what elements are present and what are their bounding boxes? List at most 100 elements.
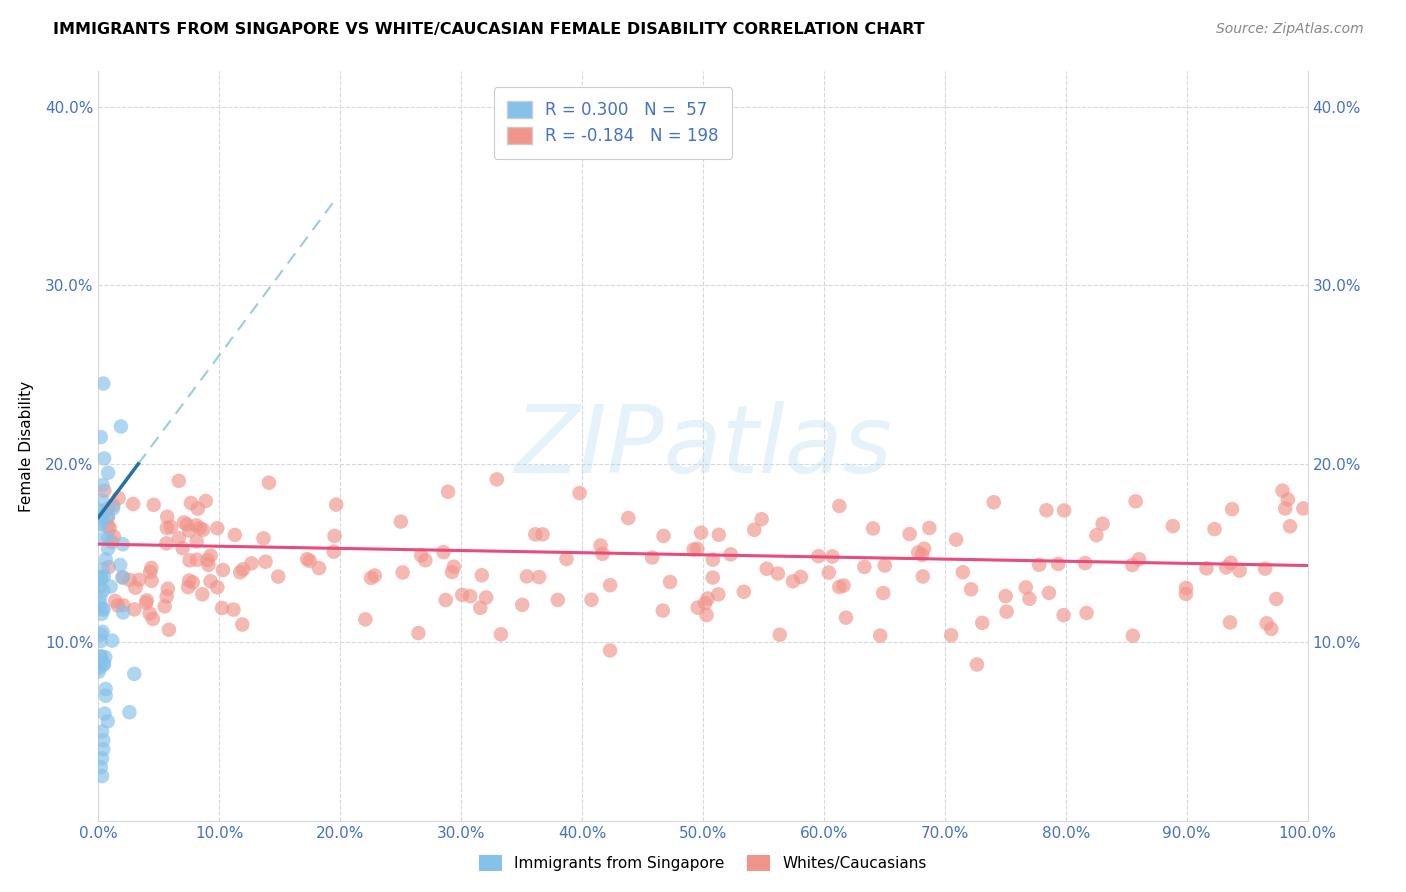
Point <box>160 520 183 534</box>
Point <box>186 534 208 549</box>
Point <box>972 615 994 630</box>
Point <box>141 574 163 588</box>
Point <box>97 510 120 524</box>
Point <box>1076 606 1098 620</box>
Point <box>1256 616 1278 631</box>
Point <box>90 571 112 585</box>
Point <box>103 499 125 513</box>
Text: Source: ZipAtlas.com: Source: ZipAtlas.com <box>1216 22 1364 37</box>
Point <box>652 529 675 543</box>
Point <box>97 519 120 533</box>
Point <box>200 574 222 589</box>
Point <box>1229 564 1251 578</box>
Point <box>695 596 717 610</box>
Point <box>589 539 612 553</box>
Point <box>97 560 120 574</box>
Point <box>91 724 114 739</box>
Point <box>187 501 209 516</box>
Point <box>197 558 219 572</box>
Point <box>89 590 111 604</box>
Point <box>1260 622 1282 636</box>
Point <box>391 566 413 580</box>
Point <box>408 626 430 640</box>
Point <box>207 521 229 535</box>
Point <box>142 498 165 512</box>
Point <box>524 527 547 541</box>
Point <box>323 529 346 543</box>
Point <box>1091 516 1114 531</box>
Point <box>1175 581 1198 595</box>
Point <box>93 602 115 616</box>
Point <box>413 553 436 567</box>
Point <box>112 599 135 613</box>
Point <box>966 657 988 672</box>
Point <box>90 508 112 523</box>
Point <box>107 599 129 613</box>
Point <box>686 600 709 615</box>
Point <box>94 650 117 665</box>
Point <box>111 606 134 620</box>
Point <box>821 549 844 564</box>
Point <box>702 552 724 566</box>
Point <box>231 617 253 632</box>
Point <box>90 634 112 648</box>
Point <box>180 496 202 510</box>
Point <box>179 574 201 588</box>
Point <box>97 509 120 524</box>
Point <box>696 591 718 606</box>
Point <box>179 524 201 538</box>
Point <box>298 554 321 568</box>
Point <box>555 552 578 566</box>
Point <box>89 596 111 610</box>
Point <box>807 549 830 563</box>
Point <box>200 549 222 563</box>
Point <box>682 542 704 557</box>
Point <box>1279 519 1302 533</box>
Point <box>1128 552 1150 566</box>
Point <box>191 587 214 601</box>
Point <box>1018 591 1040 606</box>
Point <box>1271 483 1294 498</box>
Point <box>581 592 603 607</box>
Point <box>142 612 165 626</box>
Point <box>527 570 550 584</box>
Point <box>118 705 141 719</box>
Point <box>707 528 730 542</box>
Point <box>898 527 921 541</box>
Point <box>211 601 233 615</box>
Point <box>139 565 162 579</box>
Point <box>411 549 433 563</box>
Point <box>207 580 229 594</box>
Point <box>1074 556 1097 570</box>
Point <box>91 583 114 598</box>
Point <box>156 582 179 596</box>
Point <box>93 569 115 583</box>
Point <box>1215 560 1237 574</box>
Point <box>983 495 1005 509</box>
Point <box>592 547 614 561</box>
Point <box>167 531 190 545</box>
Point <box>156 509 179 524</box>
Point <box>702 570 724 584</box>
Point <box>89 649 111 664</box>
Point <box>97 714 120 729</box>
Point <box>790 570 813 584</box>
Point <box>707 587 730 601</box>
Point <box>155 536 177 550</box>
Point <box>489 627 512 641</box>
Point <box>157 623 180 637</box>
Point <box>742 523 765 537</box>
Point <box>173 516 195 530</box>
Point <box>91 562 114 576</box>
Point <box>138 607 160 621</box>
Point <box>124 602 146 616</box>
Point <box>91 742 114 756</box>
Point <box>322 544 344 558</box>
Point <box>141 561 163 575</box>
Point <box>122 497 145 511</box>
Point <box>458 589 481 603</box>
Point <box>91 769 114 783</box>
Point <box>832 578 855 592</box>
Point <box>118 573 141 587</box>
Point <box>1015 580 1038 594</box>
